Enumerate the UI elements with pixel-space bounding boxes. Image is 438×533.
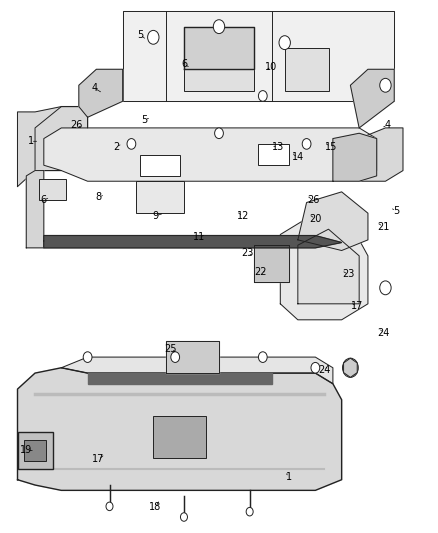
Bar: [184, 37, 254, 91]
Polygon shape: [350, 69, 394, 128]
Polygon shape: [35, 107, 377, 181]
Polygon shape: [359, 128, 403, 181]
Text: 23: 23: [342, 270, 354, 279]
Text: 1: 1: [286, 472, 292, 482]
Polygon shape: [18, 107, 88, 187]
Polygon shape: [18, 368, 342, 490]
Text: 4: 4: [91, 83, 97, 93]
Circle shape: [215, 128, 223, 139]
Text: 15: 15: [325, 142, 337, 151]
Text: 19: 19: [20, 446, 32, 455]
Polygon shape: [298, 229, 359, 304]
Text: 12: 12: [237, 211, 249, 221]
Text: 17: 17: [92, 455, 105, 464]
Text: 11: 11: [193, 232, 205, 242]
Bar: [18, 432, 53, 469]
Polygon shape: [88, 373, 272, 384]
Text: 4: 4: [385, 120, 391, 130]
Text: 5: 5: [137, 30, 143, 39]
Polygon shape: [333, 133, 377, 181]
Circle shape: [83, 352, 92, 362]
Text: 6: 6: [41, 195, 47, 205]
Bar: [39, 179, 66, 200]
Polygon shape: [254, 245, 289, 282]
Circle shape: [148, 30, 159, 44]
Text: 22: 22: [254, 267, 267, 277]
Text: 23: 23: [241, 248, 254, 258]
Circle shape: [380, 78, 391, 92]
Circle shape: [258, 352, 267, 362]
Text: 8: 8: [95, 192, 102, 202]
Circle shape: [171, 352, 180, 362]
Polygon shape: [166, 341, 219, 373]
Circle shape: [302, 139, 311, 149]
Text: 21: 21: [377, 222, 389, 231]
Circle shape: [180, 513, 187, 521]
Text: 6: 6: [181, 59, 187, 69]
Circle shape: [106, 502, 113, 511]
Polygon shape: [44, 236, 342, 248]
Polygon shape: [61, 357, 333, 384]
Text: 5: 5: [141, 115, 148, 125]
Text: 25: 25: [165, 344, 177, 354]
Text: 26: 26: [71, 120, 83, 130]
Circle shape: [213, 20, 225, 34]
Polygon shape: [123, 11, 394, 101]
Text: 2: 2: [113, 142, 119, 151]
Bar: [24, 440, 46, 461]
Text: 5: 5: [393, 206, 399, 215]
Bar: [140, 155, 180, 176]
Circle shape: [258, 91, 267, 101]
Polygon shape: [280, 213, 368, 320]
Bar: [258, 144, 289, 165]
Text: 9: 9: [152, 211, 159, 221]
Text: 13: 13: [272, 142, 284, 151]
Polygon shape: [26, 171, 44, 248]
Bar: [285, 48, 328, 91]
Text: 18: 18: [149, 503, 162, 512]
Bar: [136, 181, 184, 213]
Circle shape: [311, 362, 320, 373]
Circle shape: [127, 139, 136, 149]
Text: 1: 1: [28, 136, 34, 146]
Polygon shape: [298, 192, 368, 251]
Text: 26: 26: [307, 195, 319, 205]
Polygon shape: [79, 69, 123, 117]
Circle shape: [246, 507, 253, 516]
Circle shape: [279, 36, 290, 50]
Text: 20: 20: [309, 214, 321, 223]
Text: 24: 24: [318, 366, 330, 375]
Circle shape: [380, 281, 391, 295]
Polygon shape: [184, 27, 254, 69]
Bar: [153, 416, 206, 458]
Text: 10: 10: [265, 62, 278, 71]
Polygon shape: [44, 236, 342, 248]
Text: 24: 24: [377, 328, 389, 338]
Text: 17: 17: [351, 302, 363, 311]
Text: 14: 14: [292, 152, 304, 162]
Circle shape: [343, 358, 358, 377]
